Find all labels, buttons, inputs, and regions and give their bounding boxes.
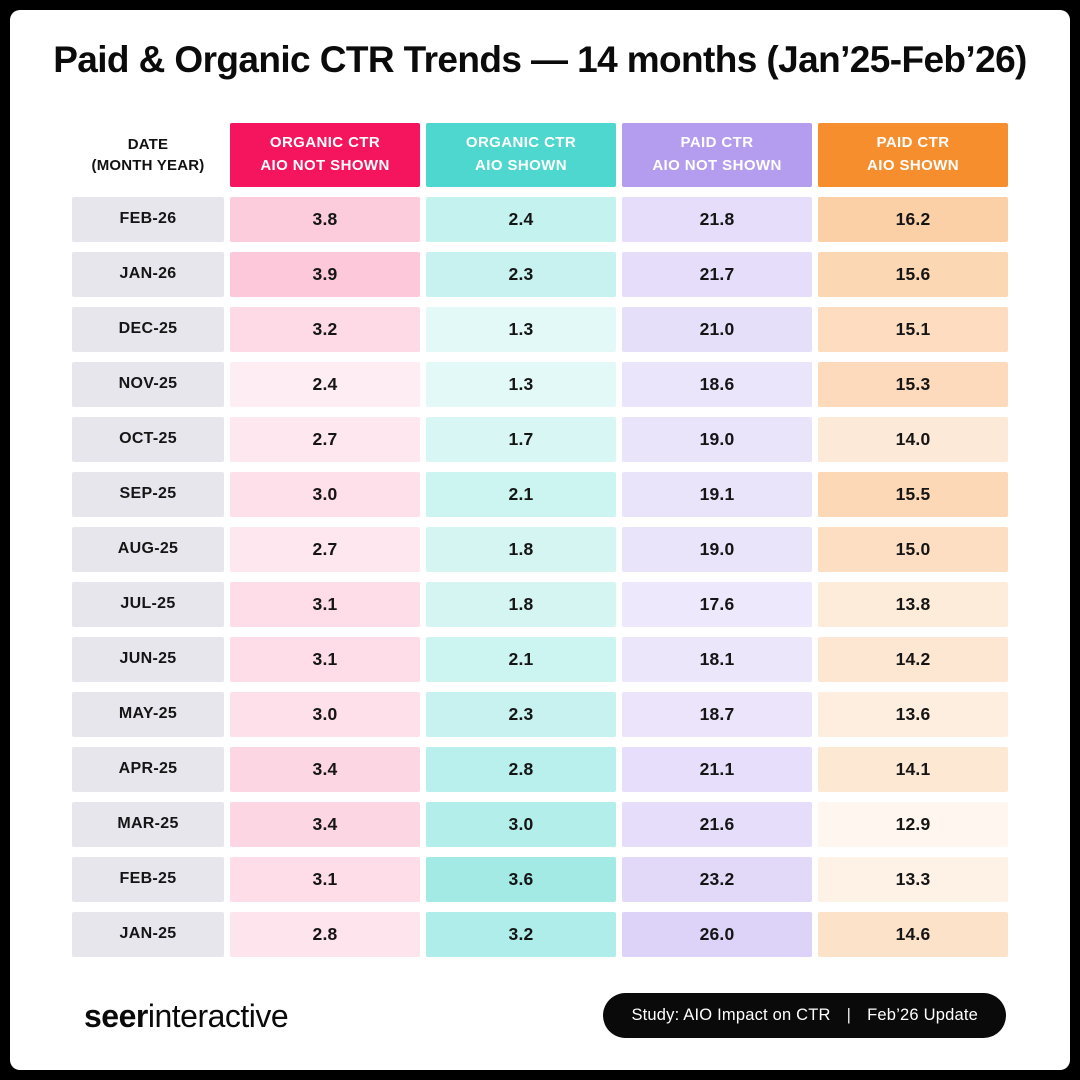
date-cell: AUG-25 xyxy=(72,526,224,572)
value-cell-organic-ctr-aio-not-shown: 3.1 xyxy=(230,636,420,682)
value-cell-organic-ctr-aio-not-shown: 3.1 xyxy=(230,856,420,902)
value-cell-paid-ctr-aio-shown: 15.5 xyxy=(818,471,1008,517)
header-label: PAID CTR xyxy=(680,134,754,152)
value-cell-paid-ctr-aio-shown: 13.3 xyxy=(818,856,1008,902)
value-cell-organic-ctr-aio-not-shown: 2.4 xyxy=(230,361,420,407)
value-cell-paid-ctr-aio-shown: 13.8 xyxy=(818,581,1008,627)
footer: seerinteractive Study: AIO Impact on CTR… xyxy=(10,993,1070,1070)
logo-text-seer: seer xyxy=(84,997,148,1034)
date-cell: MAY-25 xyxy=(72,691,224,737)
value-cell-paid-ctr-aio-shown: 14.6 xyxy=(818,911,1008,957)
date-cell: JAN-25 xyxy=(72,911,224,957)
value-cell-paid-ctr-aio-shown: 15.6 xyxy=(818,251,1008,297)
study-badge: Study: AIO Impact on CTR | Feb’26 Update xyxy=(603,993,1006,1038)
value-cell-organic-ctr-aio-shown: 2.1 xyxy=(426,636,616,682)
ctr-table: DATE (MONTH YEAR) ORGANIC CTR AIO NOT SH… xyxy=(72,122,1008,957)
value-cell-organic-ctr-aio-shown: 1.3 xyxy=(426,306,616,352)
value-cell-paid-ctr-aio-not-shown: 23.2 xyxy=(622,856,812,902)
badge-separator: | xyxy=(846,1006,852,1024)
header-label: AIO SHOWN xyxy=(475,156,567,174)
infographic-card: Paid & Organic CTR Trends — 14 months (J… xyxy=(10,10,1070,1070)
date-cell: NOV-25 xyxy=(72,361,224,407)
value-cell-organic-ctr-aio-not-shown: 3.9 xyxy=(230,251,420,297)
value-cell-paid-ctr-aio-not-shown: 18.7 xyxy=(622,691,812,737)
value-cell-organic-ctr-aio-shown: 3.0 xyxy=(426,801,616,847)
value-cell-organic-ctr-aio-not-shown: 3.2 xyxy=(230,306,420,352)
date-cell: FEB-26 xyxy=(72,196,224,242)
header-label: AIO NOT SHOWN xyxy=(652,156,782,174)
date-header-line1: DATE xyxy=(127,135,169,153)
value-cell-organic-ctr-aio-not-shown: 3.8 xyxy=(230,196,420,242)
date-cell: OCT-25 xyxy=(72,416,224,462)
value-cell-paid-ctr-aio-shown: 14.0 xyxy=(818,416,1008,462)
value-cell-organic-ctr-aio-not-shown: 3.0 xyxy=(230,691,420,737)
value-cell-organic-ctr-aio-not-shown: 2.7 xyxy=(230,526,420,572)
value-cell-organic-ctr-aio-shown: 2.1 xyxy=(426,471,616,517)
value-cell-paid-ctr-aio-shown: 15.1 xyxy=(818,306,1008,352)
value-cell-paid-ctr-aio-shown: 15.3 xyxy=(818,361,1008,407)
value-cell-paid-ctr-aio-not-shown: 26.0 xyxy=(622,911,812,957)
value-cell-paid-ctr-aio-not-shown: 21.8 xyxy=(622,196,812,242)
value-cell-paid-ctr-aio-not-shown: 21.7 xyxy=(622,251,812,297)
date-cell: JUN-25 xyxy=(72,636,224,682)
value-cell-organic-ctr-aio-shown: 2.3 xyxy=(426,251,616,297)
value-cell-organic-ctr-aio-shown: 3.2 xyxy=(426,911,616,957)
value-cell-organic-ctr-aio-shown: 3.6 xyxy=(426,856,616,902)
value-cell-paid-ctr-aio-shown: 13.6 xyxy=(818,691,1008,737)
header-label: ORGANIC CTR xyxy=(465,134,577,152)
logo-text-interactive: interactive xyxy=(147,997,289,1034)
value-cell-paid-ctr-aio-shown: 15.0 xyxy=(818,526,1008,572)
value-cell-paid-ctr-aio-not-shown: 18.6 xyxy=(622,361,812,407)
value-cell-paid-ctr-aio-not-shown: 19.0 xyxy=(622,526,812,572)
date-column-header: DATE (MONTH YEAR) xyxy=(72,122,224,187)
column-header-paid-ctr-aio-not-shown: PAID CTR AIO NOT SHOWN xyxy=(622,122,812,187)
date-cell: FEB-25 xyxy=(72,856,224,902)
column-header-organic-ctr-aio-shown: ORGANIC CTR AIO SHOWN xyxy=(426,122,616,187)
value-cell-organic-ctr-aio-not-shown: 2.8 xyxy=(230,911,420,957)
value-cell-organic-ctr-aio-not-shown: 3.4 xyxy=(230,801,420,847)
value-cell-organic-ctr-aio-shown: 1.8 xyxy=(426,581,616,627)
date-cell: JUL-25 xyxy=(72,581,224,627)
date-header-line2: (MONTH YEAR) xyxy=(91,156,205,174)
date-cell: APR-25 xyxy=(72,746,224,792)
date-cell: JAN-26 xyxy=(72,251,224,297)
header-label: AIO SHOWN xyxy=(867,156,959,174)
badge-study-text: Study: AIO Impact on CTR xyxy=(631,1006,831,1024)
value-cell-paid-ctr-aio-shown: 14.1 xyxy=(818,746,1008,792)
header-label: PAID CTR xyxy=(876,134,950,152)
value-cell-paid-ctr-aio-shown: 16.2 xyxy=(818,196,1008,242)
value-cell-paid-ctr-aio-shown: 12.9 xyxy=(818,801,1008,847)
value-cell-paid-ctr-aio-not-shown: 17.6 xyxy=(622,581,812,627)
header-label: AIO NOT SHOWN xyxy=(260,156,390,174)
value-cell-paid-ctr-aio-not-shown: 19.0 xyxy=(622,416,812,462)
seer-interactive-logo: seerinteractive xyxy=(84,997,289,1034)
value-cell-organic-ctr-aio-shown: 1.8 xyxy=(426,526,616,572)
value-cell-organic-ctr-aio-shown: 1.7 xyxy=(426,416,616,462)
value-cell-paid-ctr-aio-not-shown: 21.6 xyxy=(622,801,812,847)
value-cell-paid-ctr-aio-shown: 14.2 xyxy=(818,636,1008,682)
value-cell-organic-ctr-aio-shown: 1.3 xyxy=(426,361,616,407)
value-cell-organic-ctr-aio-shown: 2.4 xyxy=(426,196,616,242)
value-cell-paid-ctr-aio-not-shown: 21.1 xyxy=(622,746,812,792)
date-cell: SEP-25 xyxy=(72,471,224,517)
value-cell-organic-ctr-aio-not-shown: 3.1 xyxy=(230,581,420,627)
date-cell: DEC-25 xyxy=(72,306,224,352)
badge-update-text: Feb’26 Update xyxy=(867,1006,978,1024)
page-title: Paid & Organic CTR Trends — 14 months (J… xyxy=(53,39,1027,80)
value-cell-organic-ctr-aio-shown: 2.8 xyxy=(426,746,616,792)
column-header-paid-ctr-aio-shown: PAID CTR AIO SHOWN xyxy=(818,122,1008,187)
value-cell-organic-ctr-aio-not-shown: 3.4 xyxy=(230,746,420,792)
value-cell-paid-ctr-aio-not-shown: 21.0 xyxy=(622,306,812,352)
column-header-organic-ctr-aio-not-shown: ORGANIC CTR AIO NOT SHOWN xyxy=(230,122,420,187)
header-label: ORGANIC CTR xyxy=(269,134,381,152)
value-cell-organic-ctr-aio-shown: 2.3 xyxy=(426,691,616,737)
value-cell-paid-ctr-aio-not-shown: 19.1 xyxy=(622,471,812,517)
date-cell: MAR-25 xyxy=(72,801,224,847)
value-cell-organic-ctr-aio-not-shown: 2.7 xyxy=(230,416,420,462)
value-cell-paid-ctr-aio-not-shown: 18.1 xyxy=(622,636,812,682)
value-cell-organic-ctr-aio-not-shown: 3.0 xyxy=(230,471,420,517)
